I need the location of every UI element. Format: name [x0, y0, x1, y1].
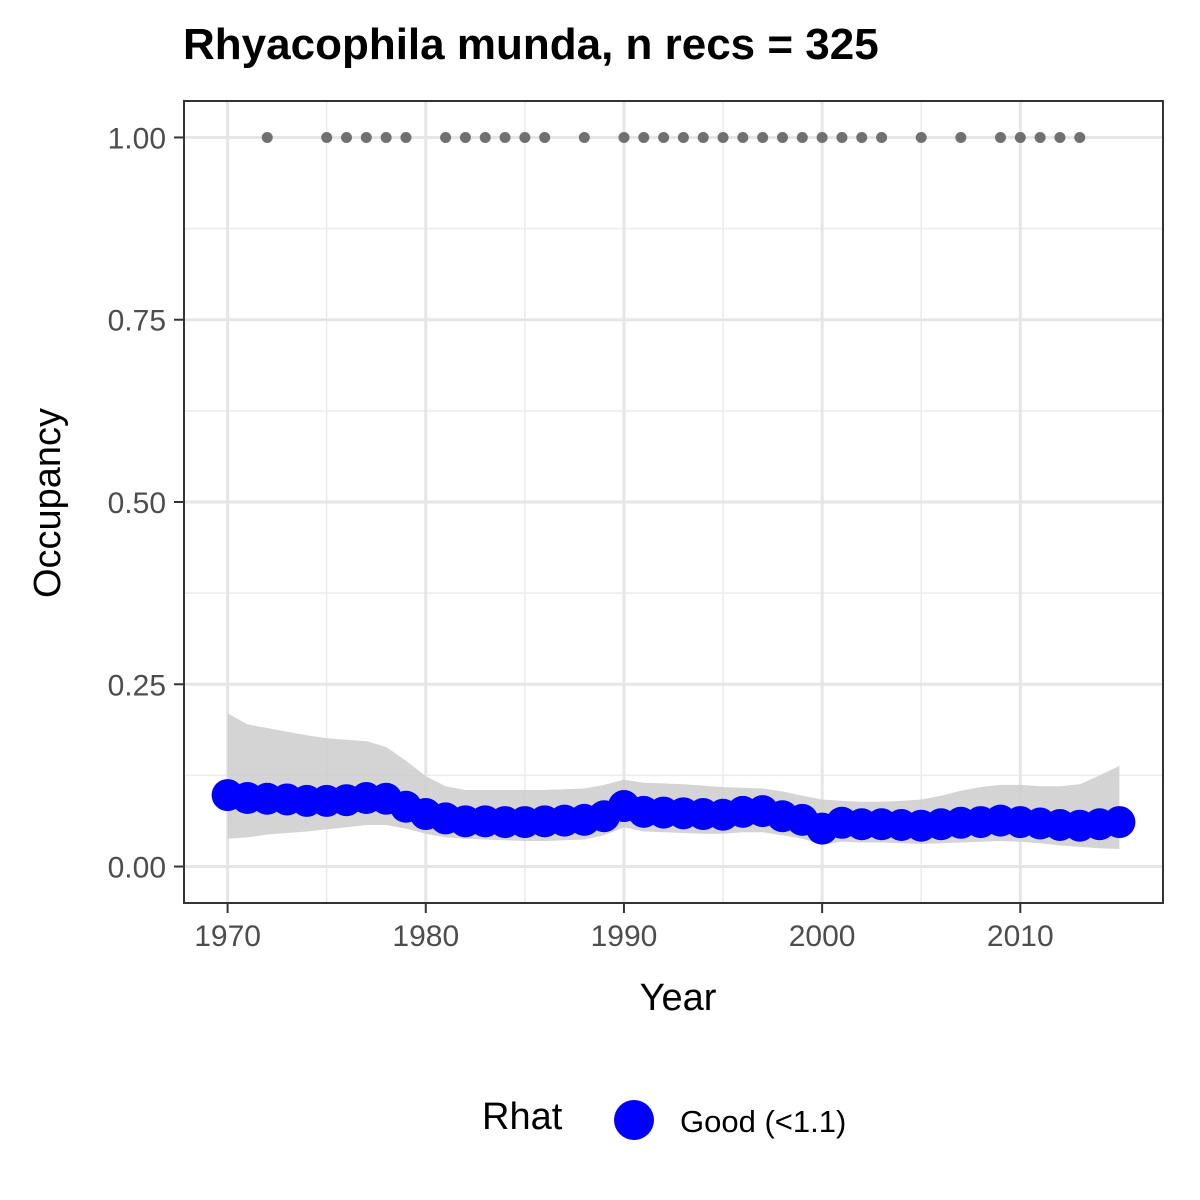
observation-dot [440, 131, 452, 143]
legend: Rhat Good (<1.1) [0, 1090, 1200, 1150]
observation-dot [1034, 131, 1046, 143]
grid-lines [184, 101, 1163, 903]
observation-dot [776, 131, 788, 143]
y-tick-label: 0.75 [108, 305, 166, 338]
y-tick-label: 0.00 [108, 852, 166, 885]
observation-dot [519, 131, 531, 143]
observation-dot [915, 131, 927, 143]
observation-dot [578, 131, 590, 143]
observation-points [261, 131, 1086, 143]
observation-dot [360, 131, 372, 143]
chart-title: Rhyacophila munda, n recs = 325 [183, 20, 879, 69]
observation-dot [1074, 131, 1086, 143]
observation-dot [836, 131, 848, 143]
observation-dot [955, 131, 967, 143]
observation-dot [856, 131, 868, 143]
observation-dot [757, 131, 769, 143]
observation-dot [341, 131, 353, 143]
observation-dot [796, 131, 808, 143]
observation-dot [677, 131, 689, 143]
observation-dot [994, 131, 1006, 143]
observation-dot [400, 131, 412, 143]
observation-dot [479, 131, 491, 143]
y-tick-label: 0.25 [108, 669, 166, 702]
occupancy-series [211, 779, 1136, 845]
observation-dot [816, 131, 828, 143]
x-tick-label: 1990 [591, 920, 658, 953]
x-tick-label: 2010 [987, 920, 1054, 953]
observation-dot [499, 131, 511, 143]
y-tick-label: 0.50 [108, 487, 166, 520]
observation-dot [658, 131, 670, 143]
observation-dot [876, 131, 888, 143]
observation-dot [618, 131, 630, 143]
y-axis-title: Occupancy [27, 408, 69, 598]
occupancy-point [1103, 806, 1136, 839]
observation-dot [737, 131, 749, 143]
observation-dot [638, 131, 650, 143]
observation-dot [380, 131, 392, 143]
legend-key-icon [614, 1100, 654, 1140]
axes: 1970 1980 1990 2000 2010 0.00 0.25 0.50 0.75 1.00 [108, 122, 1054, 953]
legend-label: Good (<1.1) [680, 1104, 847, 1139]
observation-dot [539, 131, 551, 143]
plot-area: 1970 1980 1990 2000 2010 0.00 0.25 0.50 0.75 1.00… [27, 100, 1164, 1019]
observation-dot [1014, 131, 1026, 143]
x-axis-title: Year [640, 977, 717, 1019]
x-tick-label: 2000 [789, 920, 856, 953]
observation-dot [459, 131, 471, 143]
observation-dot [261, 131, 273, 143]
x-tick-label: 1980 [392, 920, 459, 953]
observation-dot [697, 131, 709, 143]
y-tick-label: 1.00 [108, 122, 166, 155]
legend-title: Rhat [482, 1096, 563, 1138]
observation-dot [321, 131, 333, 143]
observation-dot [1054, 131, 1066, 143]
observation-dot [717, 131, 729, 143]
x-tick-label: 1970 [194, 920, 261, 953]
